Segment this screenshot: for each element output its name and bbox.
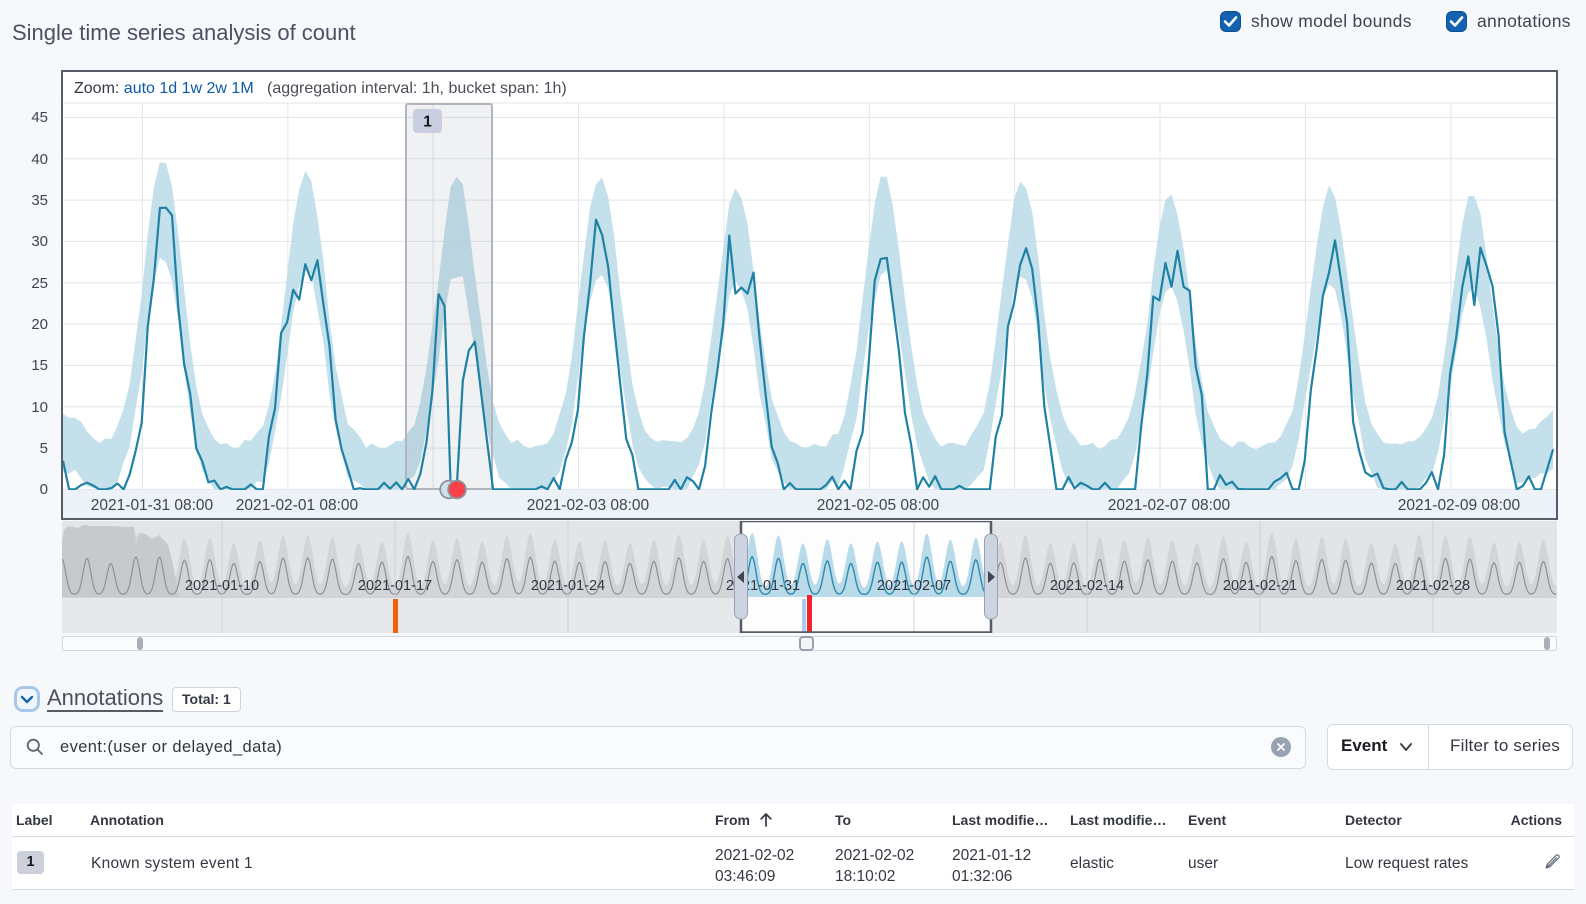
svg-text:2021-01-31: 2021-01-31 <box>726 578 800 594</box>
svg-text:2021-01-10: 2021-01-10 <box>185 578 259 594</box>
svg-text:2021-02-14: 2021-02-14 <box>1050 578 1124 594</box>
svg-text:2021-02-21: 2021-02-21 <box>1223 578 1297 594</box>
svg-text:2021-01-17: 2021-01-17 <box>358 578 432 594</box>
svg-text:2021-02-07: 2021-02-07 <box>877 578 951 594</box>
svg-text:2021-01-24: 2021-01-24 <box>531 578 605 594</box>
svg-text:2021-02-28: 2021-02-28 <box>1396 578 1470 594</box>
